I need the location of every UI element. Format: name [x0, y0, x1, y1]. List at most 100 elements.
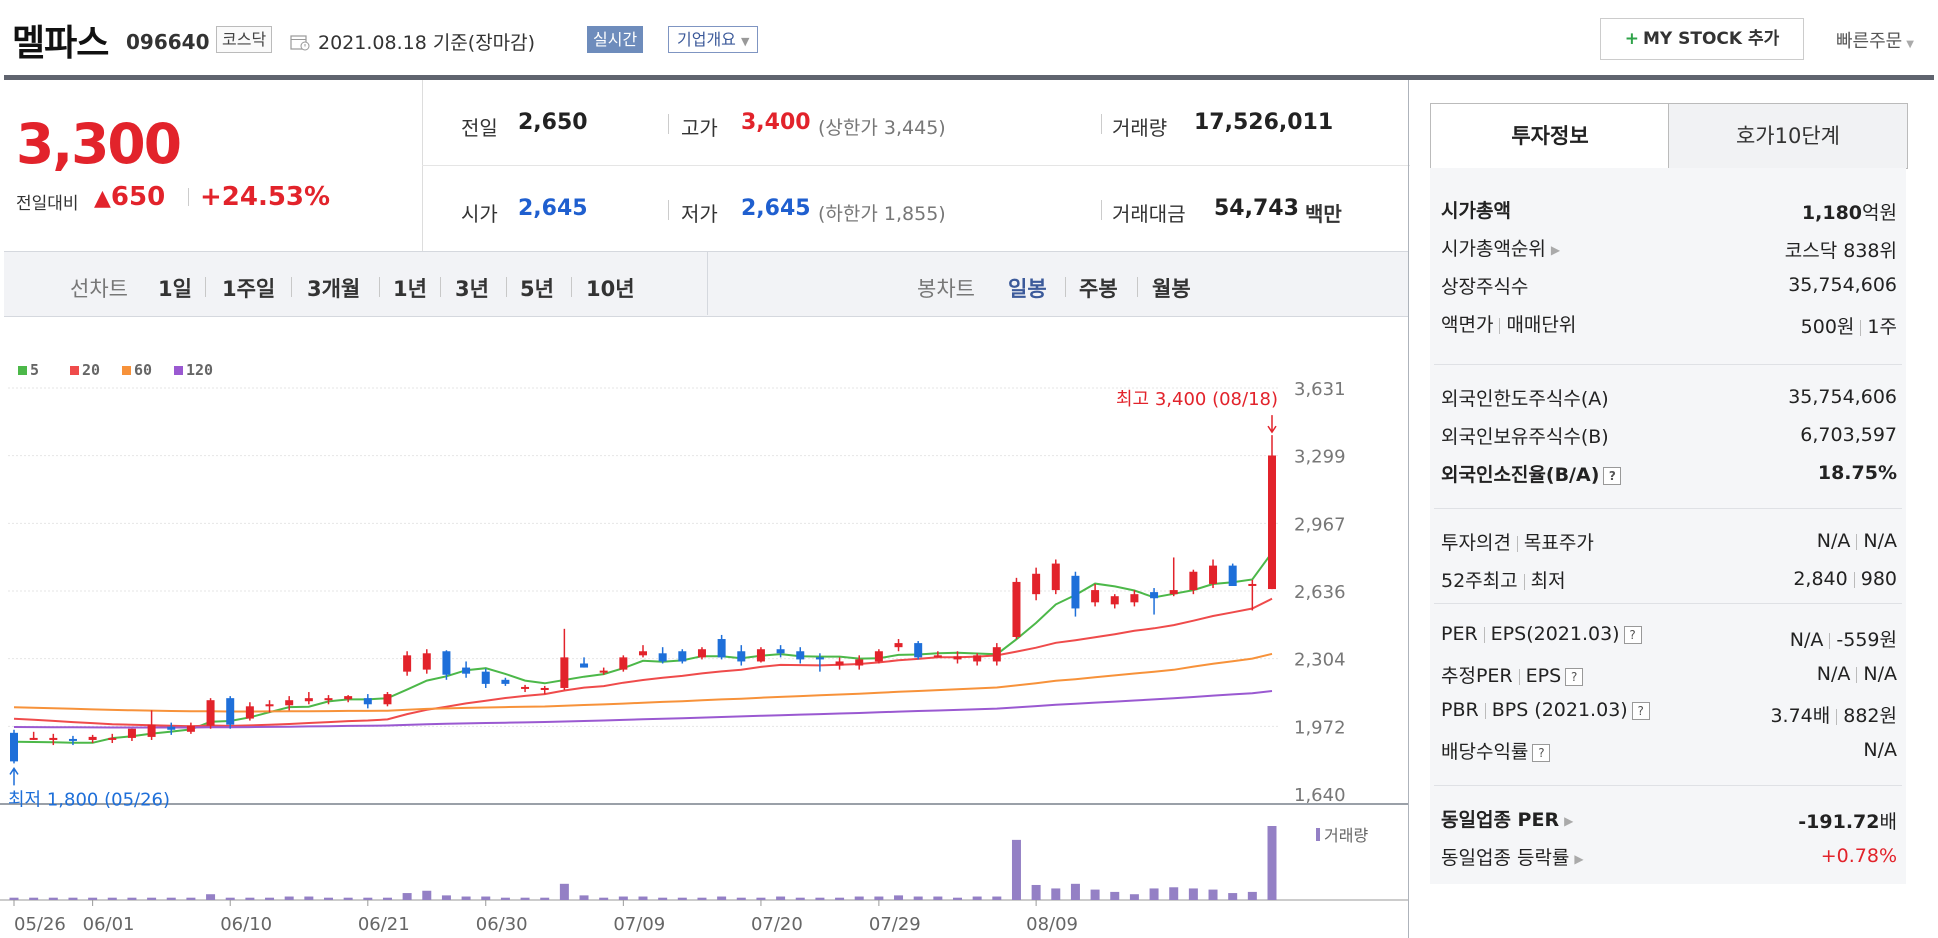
info-key[interactable]: PBR BPS (2021.03)?	[1441, 699, 1650, 721]
volume-bar	[1011, 839, 1021, 900]
info-key: 외국인보유주식수(B)	[1441, 426, 1609, 448]
volume-bar	[1110, 891, 1120, 900]
info-key[interactable]: 배당수익률?	[1441, 737, 1551, 764]
legend-swatch	[174, 366, 183, 375]
info-key[interactable]: 동일업종 등락률 ▶	[1441, 847, 1584, 869]
volume-bar	[697, 897, 707, 900]
info-key: 시가총액	[1441, 200, 1511, 222]
quick-order-button[interactable]: 빠른주문 ▼	[1836, 27, 1914, 53]
volume-value: 17,526,011	[1194, 110, 1334, 135]
volume-bar	[107, 897, 117, 900]
candle-body	[796, 651, 805, 660]
tab-3y[interactable]: 3년	[455, 277, 489, 301]
legend-swatch	[122, 366, 131, 375]
separator	[1523, 573, 1525, 590]
candle-body	[462, 667, 471, 674]
tab-monthly[interactable]: 월봉	[1152, 277, 1191, 301]
candle-body	[49, 737, 58, 740]
change-amount-value: 650	[110, 182, 166, 212]
x-tick-label: 07/20	[751, 914, 803, 935]
info-key: 52주최고 최저	[1441, 570, 1566, 592]
separator	[1101, 200, 1102, 220]
help-icon[interactable]: ?	[1532, 743, 1551, 762]
candle-body	[206, 700, 215, 726]
tab-1w[interactable]: 1주일	[222, 277, 276, 301]
volume-bar	[559, 883, 569, 900]
company-overview-dropdown[interactable]: 기업개요 ▼	[668, 26, 759, 53]
candle-body	[658, 653, 667, 662]
candle-body	[697, 649, 706, 658]
tab-1d[interactable]: 1일	[158, 277, 192, 301]
volume-bar	[835, 897, 845, 900]
volume-bar	[1129, 894, 1139, 900]
separator	[1856, 666, 1858, 683]
add-my-stock-label: MY STOCK 추가	[1642, 29, 1780, 49]
volume-bar	[1228, 893, 1238, 900]
candle-body	[580, 663, 589, 668]
volume-bar	[874, 896, 884, 900]
volume-bar	[815, 897, 825, 900]
help-icon[interactable]: ?	[1565, 667, 1584, 686]
x-tick-label: 08/09	[1026, 914, 1078, 935]
tab-3m[interactable]: 3개월	[307, 277, 361, 301]
candle-body	[127, 728, 136, 738]
tab-investment-info[interactable]: 투자정보	[1430, 103, 1670, 168]
candle-body	[992, 647, 1001, 662]
stock-chart: 3,631 3,299 2,967 2,636 2,304 1,972 1,640 5 20 60…	[0, 361, 1408, 935]
tab-10y[interactable]: 10년	[586, 277, 635, 301]
help-icon[interactable]: ?	[1623, 625, 1642, 644]
candle-body	[344, 696, 353, 700]
open-label: 시가	[461, 202, 498, 226]
side-divider	[1434, 603, 1902, 604]
tab-5y[interactable]: 5년	[520, 277, 554, 301]
info-key[interactable]: 추정PER EPS?	[1441, 661, 1584, 688]
candle-body	[521, 686, 530, 689]
separator	[506, 277, 507, 297]
add-my-stock-button[interactable]: + MY STOCK 추가	[1600, 18, 1804, 60]
x-tick-label: 06/10	[220, 914, 272, 935]
chart-tab-bar	[4, 251, 1408, 317]
current-price: 3,300	[16, 112, 182, 176]
volume-bar	[206, 894, 216, 900]
volume-bar	[461, 896, 471, 900]
info-key[interactable]: PER EPS(2021.03)?	[1441, 623, 1642, 645]
high-label: 고가	[681, 116, 718, 140]
volume-bar	[1090, 889, 1100, 900]
volume-bar	[795, 897, 805, 900]
tab-1y[interactable]: 1년	[393, 277, 427, 301]
panel-divider	[1408, 80, 1409, 938]
base-date: 2021.08.18 기준(장마감)	[318, 32, 536, 54]
volume-label: 거래량	[1324, 826, 1368, 845]
volume-bar	[638, 896, 648, 900]
info-key[interactable]: 외국인소진율(B/A)?	[1441, 460, 1622, 487]
candle-body	[108, 737, 117, 740]
help-icon[interactable]: ?	[1603, 466, 1622, 485]
volume-label: 거래량	[1112, 116, 1168, 140]
tab-weekly[interactable]: 주봉	[1079, 277, 1118, 301]
candle-body	[422, 653, 431, 670]
trade-amount-value: 54,743	[1214, 196, 1299, 221]
info-key[interactable]: 시가총액순위 ▶	[1441, 238, 1561, 260]
volume-bar	[147, 897, 157, 900]
candle-body	[1110, 596, 1119, 605]
legend-label: 60	[134, 361, 152, 379]
tab-daily[interactable]: 일봉	[1008, 277, 1047, 301]
candle-body	[1051, 563, 1060, 591]
x-tick-label: 06/21	[358, 914, 410, 935]
candle-body	[619, 657, 628, 670]
candle-body	[1209, 565, 1218, 584]
legend-swatch	[70, 366, 79, 375]
legend-label: 20	[82, 361, 100, 379]
separator	[188, 188, 189, 206]
volume-bar	[972, 896, 982, 900]
market-badge: 코스닥	[216, 26, 273, 53]
realtime-button[interactable]: 실시간	[587, 26, 644, 53]
info-key[interactable]: 동일업종 PER ▶	[1441, 809, 1574, 831]
ma-line-120	[13, 690, 1273, 729]
tab-order-book[interactable]: 호가10단계	[1668, 103, 1908, 169]
separator	[1065, 277, 1066, 297]
help-icon[interactable]: ?	[1631, 701, 1650, 720]
volume-bar	[225, 897, 235, 900]
ma-line-20	[13, 597, 1273, 728]
high-value: 3,400	[741, 110, 811, 135]
